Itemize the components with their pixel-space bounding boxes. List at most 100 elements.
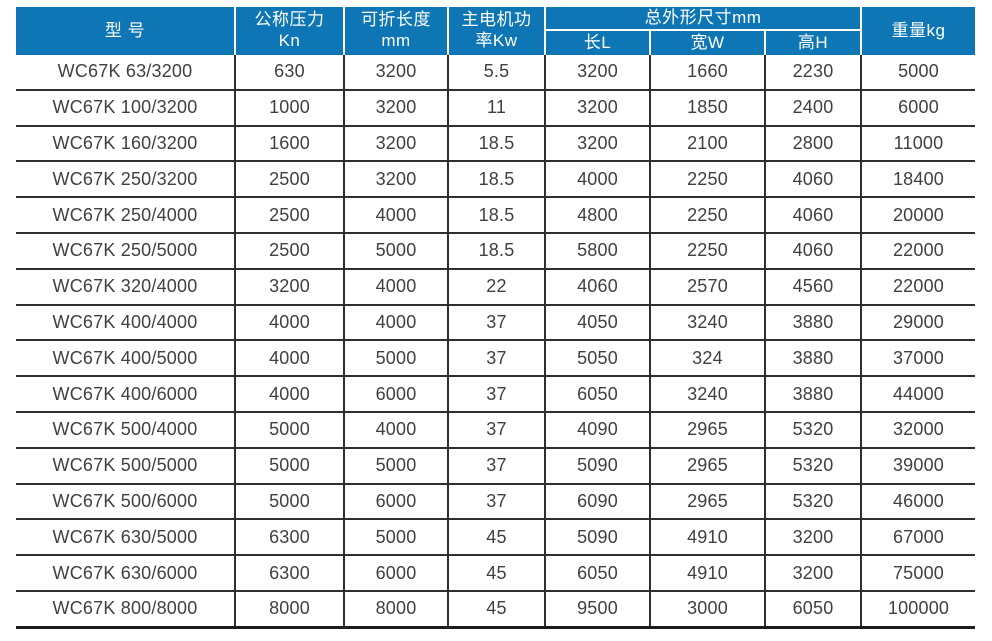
cell-dim-h: 6050 bbox=[764, 590, 861, 629]
cell-weight: 37000 bbox=[860, 340, 975, 378]
cell-model: WC67K 500/6000 bbox=[16, 483, 235, 521]
cell-model: WC67K 500/4000 bbox=[16, 411, 235, 449]
cell-dim-w: 4910 bbox=[649, 555, 765, 592]
cell-motor-power: 18.5 bbox=[447, 232, 545, 270]
cell-dim-w: 2250 bbox=[649, 197, 765, 234]
cell-model: WC67K 800/8000 bbox=[16, 590, 235, 629]
cell-weight: 100000 bbox=[860, 590, 975, 629]
cell-model: WC67K 320/4000 bbox=[16, 268, 235, 306]
cell-pressure: 5000 bbox=[234, 447, 344, 485]
cell-dim-w: 2965 bbox=[649, 483, 765, 521]
table-row: WC67K 800/8000 8000 8000 45 9500 3000 60… bbox=[16, 590, 975, 629]
cell-dim-l: 6050 bbox=[544, 376, 650, 413]
cell-dim-h: 4060 bbox=[764, 161, 861, 199]
cell-dim-l: 5800 bbox=[544, 232, 650, 270]
cell-dim-w: 4910 bbox=[649, 519, 765, 557]
cell-weight: 18400 bbox=[860, 161, 975, 199]
table-row: WC67K 400/5000 4000 5000 37 5050 324 388… bbox=[16, 340, 975, 378]
cell-dim-h: 5320 bbox=[764, 483, 861, 521]
header-fold-length: 可折长度 mm bbox=[344, 7, 449, 55]
header-weight: 重量kg bbox=[861, 7, 975, 55]
cell-dim-w: 3240 bbox=[649, 376, 765, 413]
cell-dim-l: 5050 bbox=[544, 340, 650, 378]
cell-model: WC67K 250/5000 bbox=[16, 232, 235, 270]
cell-motor-power: 37 bbox=[447, 483, 545, 521]
cell-model: WC67K 630/6000 bbox=[16, 555, 235, 592]
cell-fold-length: 3200 bbox=[343, 89, 448, 127]
cell-fold-length: 4000 bbox=[343, 304, 448, 342]
header-dim-l: 长L bbox=[545, 30, 651, 55]
cell-dim-l: 4000 bbox=[544, 161, 650, 199]
cell-fold-length: 3200 bbox=[343, 161, 448, 199]
cell-motor-power: 37 bbox=[447, 340, 545, 378]
cell-dim-l: 5090 bbox=[544, 519, 650, 557]
cell-motor-power: 5.5 bbox=[447, 55, 545, 91]
cell-motor-power: 18.5 bbox=[447, 125, 545, 163]
cell-fold-length: 6000 bbox=[343, 483, 448, 521]
table-row: WC67K 320/4000 3200 4000 22 4060 2570 45… bbox=[16, 268, 975, 306]
cell-dim-h: 2230 bbox=[764, 55, 861, 91]
cell-fold-length: 6000 bbox=[343, 555, 448, 592]
cell-weight: 46000 bbox=[860, 483, 975, 521]
cell-fold-length: 5000 bbox=[343, 519, 448, 557]
cell-pressure: 4000 bbox=[234, 340, 344, 378]
cell-motor-power: 37 bbox=[447, 411, 545, 449]
cell-dim-l: 3200 bbox=[544, 89, 650, 127]
cell-dim-l: 4800 bbox=[544, 197, 650, 234]
cell-dim-w: 3000 bbox=[649, 590, 765, 629]
cell-model: WC67K 160/3200 bbox=[16, 125, 235, 163]
cell-dim-w: 3240 bbox=[649, 304, 765, 342]
cell-motor-power: 45 bbox=[447, 555, 545, 592]
cell-dim-w: 2250 bbox=[649, 232, 765, 270]
cell-pressure: 3200 bbox=[234, 268, 344, 306]
table-row: WC67K 250/5000 2500 5000 18.5 5800 2250 … bbox=[16, 232, 975, 270]
cell-dim-l: 6090 bbox=[544, 483, 650, 521]
table-row: WC67K 500/5000 5000 5000 37 5090 2965 53… bbox=[16, 447, 975, 485]
cell-dim-l: 4090 bbox=[544, 411, 650, 449]
cell-dim-h: 3880 bbox=[764, 304, 861, 342]
cell-dim-h: 5320 bbox=[764, 447, 861, 485]
cell-dim-l: 3200 bbox=[544, 125, 650, 163]
cell-weight: 29000 bbox=[860, 304, 975, 342]
cell-pressure: 630 bbox=[234, 55, 344, 91]
cell-weight: 75000 bbox=[860, 555, 975, 592]
cell-weight: 39000 bbox=[860, 447, 975, 485]
cell-weight: 5000 bbox=[860, 55, 975, 91]
cell-pressure: 6300 bbox=[234, 519, 344, 557]
cell-model: WC67K 100/3200 bbox=[16, 89, 235, 127]
table-row: WC67K 400/6000 4000 6000 37 6050 3240 38… bbox=[16, 376, 975, 413]
cell-pressure: 4000 bbox=[234, 376, 344, 413]
table-row: WC67K 100/3200 1000 3200 11 3200 1850 24… bbox=[16, 89, 975, 127]
cell-fold-length: 8000 bbox=[343, 590, 448, 629]
cell-model: WC67K 400/5000 bbox=[16, 340, 235, 378]
cell-weight: 32000 bbox=[860, 411, 975, 449]
cell-dim-h: 2800 bbox=[764, 125, 861, 163]
header-dim-h: 高H bbox=[765, 30, 862, 55]
cell-pressure: 2500 bbox=[234, 232, 344, 270]
cell-dim-h: 3200 bbox=[764, 555, 861, 592]
table-row: WC67K 630/6000 6300 6000 45 6050 4910 32… bbox=[16, 555, 975, 592]
cell-dim-l: 5090 bbox=[544, 447, 650, 485]
spec-table: 型 号 公称压力 Kn 可折长度 mm 主电机功 率Kw 总外形尺寸mm 重量k… bbox=[16, 7, 975, 629]
cell-fold-length: 5000 bbox=[343, 447, 448, 485]
cell-motor-power: 22 bbox=[447, 268, 545, 306]
cell-weight: 44000 bbox=[860, 376, 975, 413]
table-body: WC67K 63/3200 630 3200 5.5 3200 1660 223… bbox=[16, 55, 975, 629]
cell-fold-length: 5000 bbox=[343, 340, 448, 378]
cell-pressure: 2500 bbox=[234, 161, 344, 199]
table-row: WC67K 500/6000 5000 6000 37 6090 2965 53… bbox=[16, 483, 975, 521]
cell-pressure: 1600 bbox=[234, 125, 344, 163]
cell-pressure: 4000 bbox=[234, 304, 344, 342]
cell-dim-h: 3880 bbox=[764, 340, 861, 378]
cell-dim-w: 2100 bbox=[649, 125, 765, 163]
cell-model: WC67K 400/4000 bbox=[16, 304, 235, 342]
header-dims-group: 总外形尺寸mm bbox=[545, 7, 862, 31]
cell-fold-length: 4000 bbox=[343, 411, 448, 449]
cell-motor-power: 45 bbox=[447, 590, 545, 629]
cell-dim-l: 4060 bbox=[544, 268, 650, 306]
cell-weight: 20000 bbox=[860, 197, 975, 234]
cell-fold-length: 3200 bbox=[343, 55, 448, 91]
cell-dim-w: 324 bbox=[649, 340, 765, 378]
table-row: WC67K 630/5000 6300 5000 45 5090 4910 32… bbox=[16, 519, 975, 557]
table-row: WC67K 250/3200 2500 3200 18.5 4000 2250 … bbox=[16, 161, 975, 199]
